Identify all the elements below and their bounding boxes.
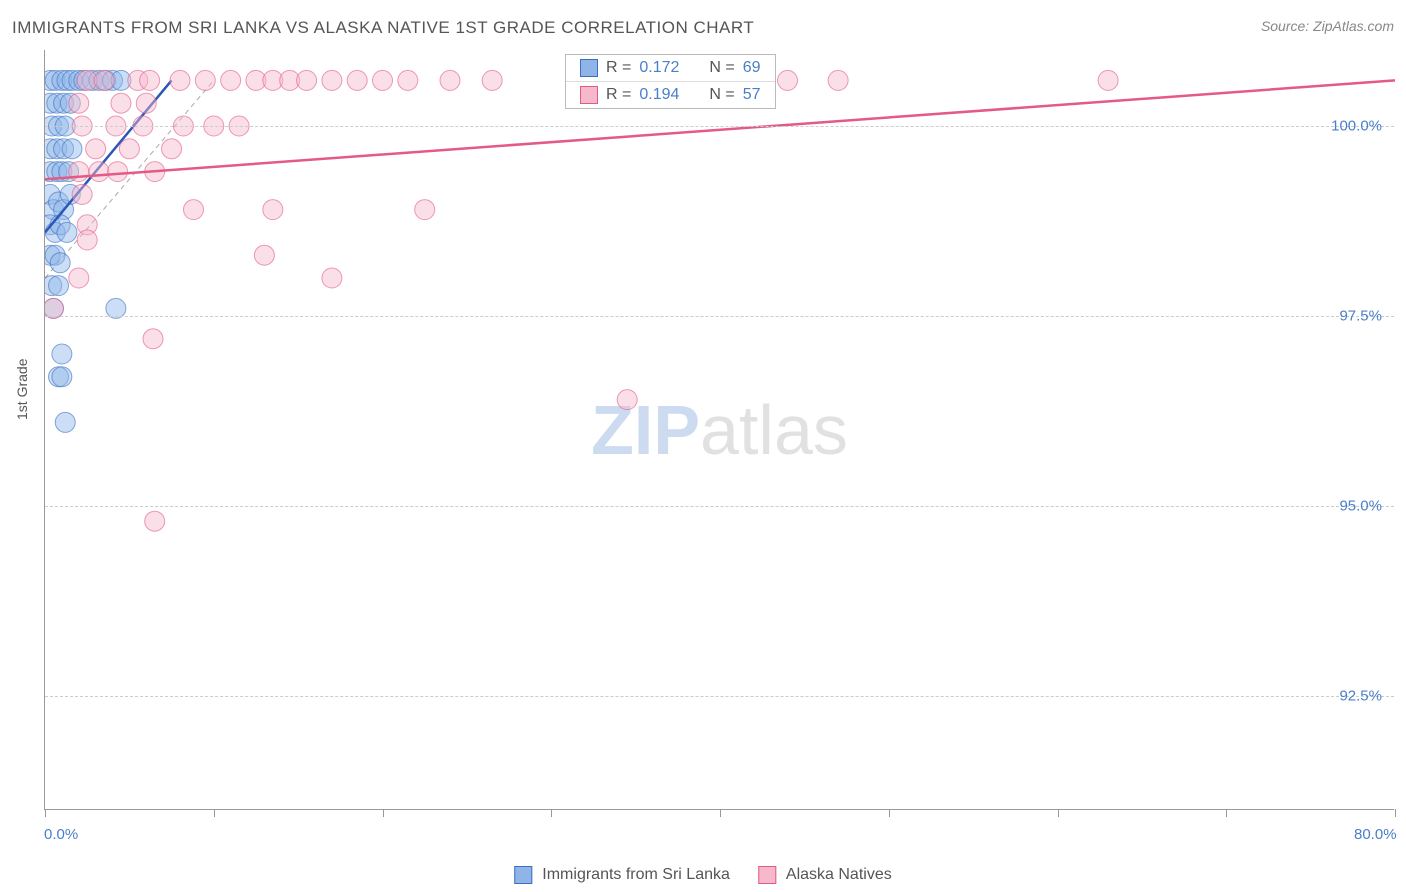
legend-swatch (580, 59, 598, 77)
x-tick (383, 809, 384, 817)
stats-legend: R = 0.172 N = 69 R = 0.194 N = 57 (565, 54, 776, 109)
gridline-horizontal (45, 316, 1394, 317)
x-tick (1058, 809, 1059, 817)
legend-swatch (514, 866, 532, 884)
y-tick-label: 92.5% (1339, 688, 1382, 705)
bottom-legend-item: Alaska Natives (758, 866, 892, 884)
y-tick-label: 100.0% (1331, 118, 1382, 135)
legend-r-label: R = (606, 86, 631, 104)
gridline-horizontal (45, 506, 1394, 507)
y-tick-label: 97.5% (1339, 308, 1382, 325)
x-tick (1395, 809, 1396, 817)
legend-n-value: 57 (743, 86, 761, 104)
x-tick (214, 809, 215, 817)
bottom-legend: Immigrants from Sri Lanka Alaska Natives (514, 866, 891, 884)
legend-n-value: 69 (743, 59, 761, 77)
x-tick (551, 809, 552, 817)
legend-swatch (758, 866, 776, 884)
stats-legend-row: R = 0.172 N = 69 (566, 55, 775, 81)
y-axis-label: 1st Grade (14, 359, 30, 420)
gridline-horizontal (45, 126, 1394, 127)
chart-plot-area: ZIPatlas R = 0.172N = 69R = 0.194N = 57 … (44, 50, 1394, 810)
x-tick (1226, 809, 1227, 817)
bottom-legend-item: Immigrants from Sri Lanka (514, 866, 730, 884)
x-tick (720, 809, 721, 817)
legend-r-value: 0.194 (639, 86, 679, 104)
bottom-legend-label: Immigrants from Sri Lanka (542, 866, 730, 884)
y-tick-label: 95.0% (1339, 498, 1382, 515)
legend-n-label: N = (709, 86, 734, 104)
legend-r-label: R = (606, 59, 631, 77)
legend-r-value: 0.172 (639, 59, 679, 77)
x-tick-label: 0.0% (44, 826, 78, 843)
bottom-legend-label: Alaska Natives (786, 866, 892, 884)
x-tick (45, 809, 46, 817)
x-tick (889, 809, 890, 817)
gridline-horizontal (45, 696, 1394, 697)
page-title: IMMIGRANTS FROM SRI LANKA VS ALASKA NATI… (12, 18, 754, 38)
source-attribution: Source: ZipAtlas.com (1261, 18, 1394, 34)
stats-legend-row: R = 0.194 N = 57 (566, 81, 775, 108)
legend-swatch (580, 86, 598, 104)
x-tick-label: 80.0% (1354, 826, 1397, 843)
legend-n-label: N = (709, 59, 734, 77)
